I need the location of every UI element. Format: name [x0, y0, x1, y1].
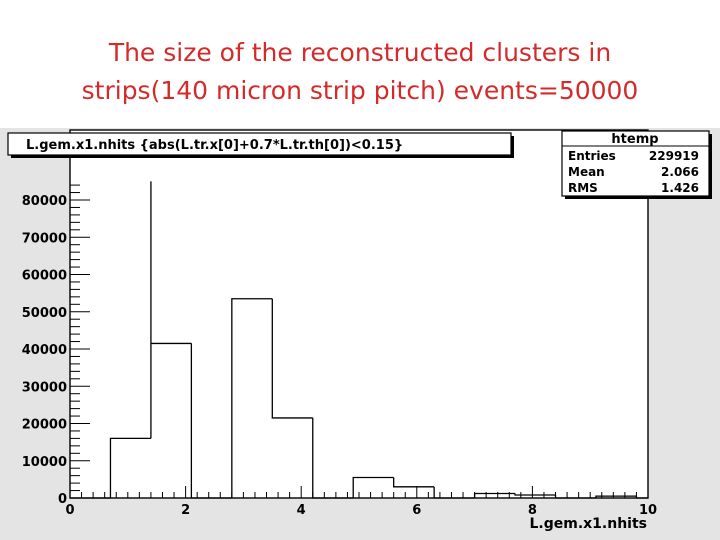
- histogram-bin-closing: [635, 496, 648, 499]
- y-tick-label: 0: [58, 492, 67, 507]
- y-tick-label: 40000: [22, 343, 67, 358]
- histogram-bin: [473, 492, 516, 498]
- histogram-bin: [271, 298, 313, 419]
- histogram-bin: [433, 486, 475, 499]
- plot-frame: [69, 129, 649, 499]
- x-tick-label: 8: [528, 503, 537, 518]
- stats-entries-label: Entries: [568, 149, 616, 163]
- stats-rms-label: RMS: [568, 181, 598, 195]
- slide-title-line-1: The size of the reconstructed clusters i…: [108, 38, 612, 67]
- histogram-bin: [393, 477, 435, 488]
- x-tick-label: 10: [639, 503, 657, 518]
- x-tick-label: 4: [297, 503, 306, 518]
- y-tick-label: 50000: [22, 306, 67, 321]
- x-tick-label: 6: [412, 503, 421, 518]
- stats-entries-value: 229919: [649, 149, 699, 163]
- stats-box-name: htemp: [611, 132, 658, 147]
- stats-rms-value: 1.426: [661, 181, 699, 195]
- histogram-bin: [231, 298, 273, 498]
- y-tick-label: 80000: [22, 194, 67, 209]
- x-tick-label: 2: [181, 503, 190, 518]
- x-axis-title: L.gem.x1.nhits: [529, 516, 647, 532]
- y-tick-label: 30000: [22, 380, 67, 395]
- histogram-title: L.gem.x1.nhits {abs(L.tr.x[0]+0.7*L.tr.t…: [26, 138, 403, 153]
- title-box: L.gem.x1.nhits {abs(L.tr.x[0]+0.7*L.tr.t…: [7, 132, 514, 158]
- slide-title-line-2: strips(140 micron strip pitch) events=50…: [81, 76, 639, 105]
- stats-mean-value: 2.066: [661, 165, 699, 179]
- slide-title: The size of the reconstructed clusters i…: [0, 34, 720, 110]
- axis-tick-labels: 0 10000 20000 30000 40000 50000 60000 70000 8000…: [22, 194, 657, 518]
- axis-ticks: [69, 184, 649, 499]
- histogram-bin: [150, 181, 192, 439]
- y-tick-label: 60000: [22, 269, 67, 284]
- y-tick-label: 20000: [22, 418, 67, 433]
- histogram-bin: [514, 493, 556, 496]
- x-tick-label: 0: [65, 503, 74, 518]
- y-tick-label: 70000: [22, 231, 67, 246]
- histogram-bin: [312, 417, 354, 499]
- histogram-bin: [352, 476, 394, 498]
- histogram-bins: [70, 181, 648, 499]
- histogram-bin: [595, 495, 637, 498]
- histogram-bin: [190, 343, 232, 499]
- y-tick-label: 10000: [22, 455, 67, 470]
- stats-box: htemp Entries 229919 Mean 2.066 RMS 1.42…: [561, 130, 712, 199]
- histogram-bin: [554, 495, 596, 499]
- stats-mean-label: Mean: [568, 165, 605, 179]
- histogram-bin: [109, 437, 151, 498]
